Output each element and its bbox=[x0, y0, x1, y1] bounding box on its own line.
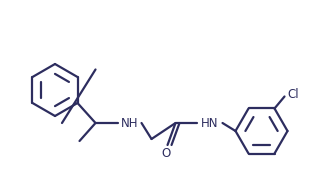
Text: Cl: Cl bbox=[288, 88, 299, 101]
Text: NH: NH bbox=[121, 117, 138, 130]
Text: O: O bbox=[161, 147, 170, 159]
Text: HN: HN bbox=[201, 117, 218, 130]
